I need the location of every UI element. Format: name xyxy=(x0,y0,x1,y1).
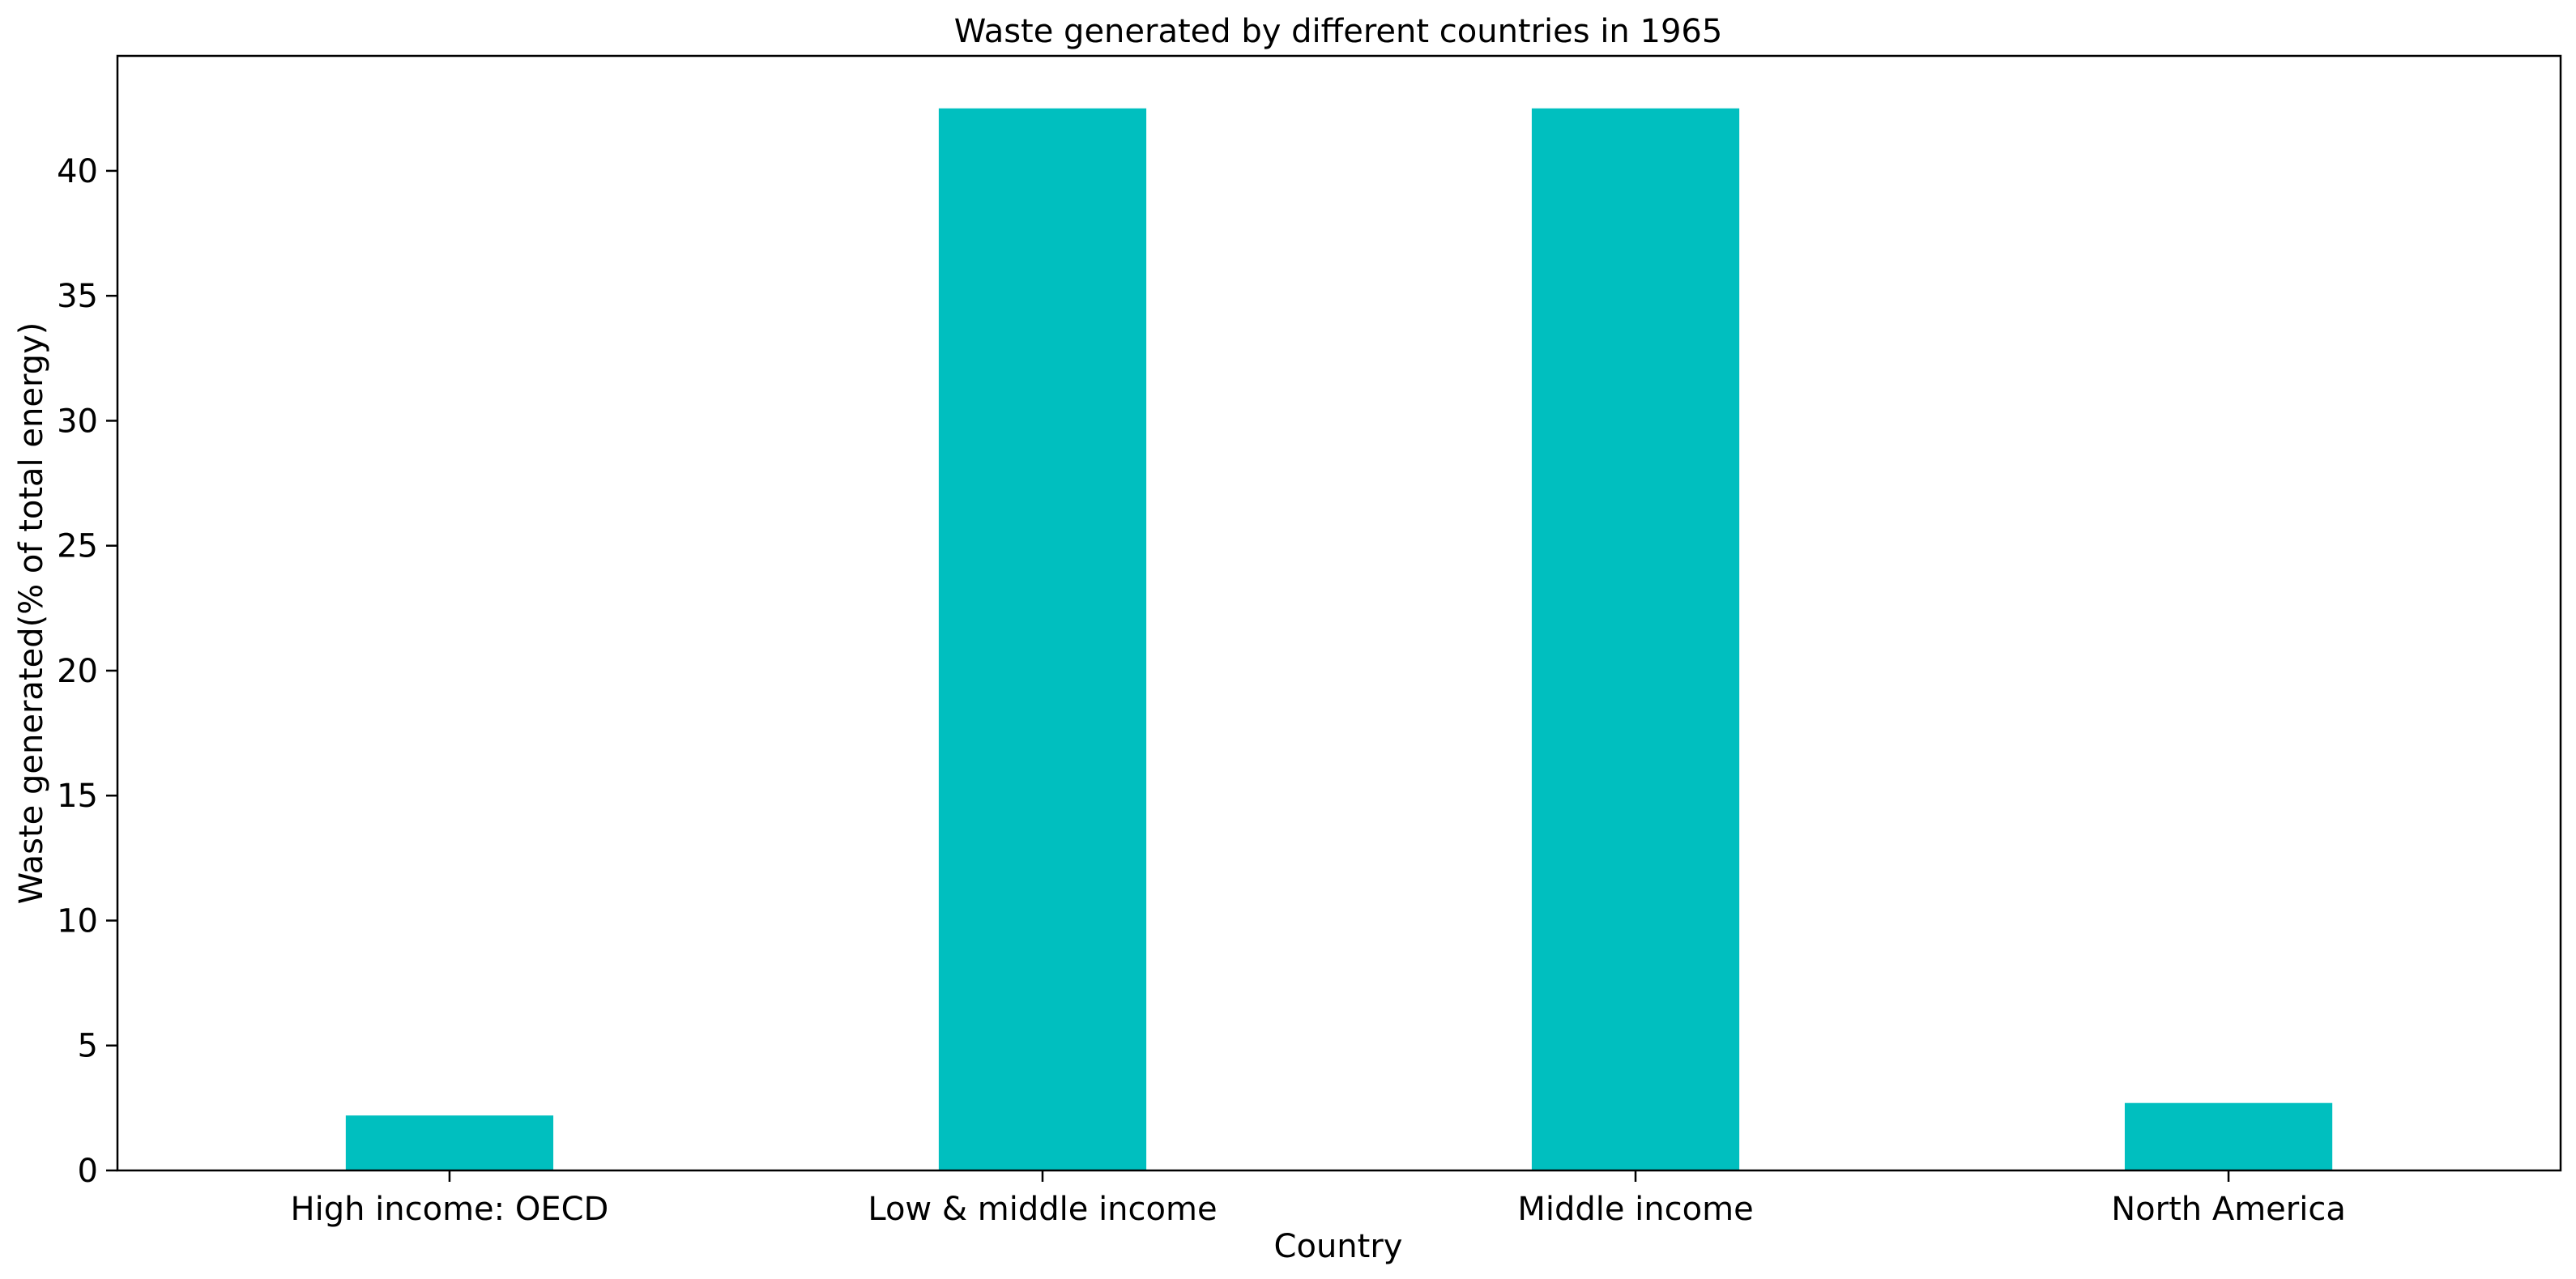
bar-1 xyxy=(938,108,1147,1171)
bars-group xyxy=(345,108,2333,1171)
x-axis-ticks: High income: OECD Low & middle income Midd… xyxy=(291,1170,2346,1228)
y-axis-ticks: 0 5 10 15 20 25 30 35 40 xyxy=(57,153,117,1190)
bar-2 xyxy=(1531,108,1740,1171)
x-tick-label-2: Middle income xyxy=(1517,1191,1753,1228)
y-tick-label-5: 25 xyxy=(57,528,98,565)
bar-0 xyxy=(345,1115,554,1170)
chart-title: Waste generated by different countries i… xyxy=(954,13,1723,50)
y-tick-label-1: 5 xyxy=(78,1028,98,1065)
y-tick-label-7: 35 xyxy=(57,278,98,315)
y-tick-label-3: 15 xyxy=(57,778,98,815)
y-tick-label-0: 0 xyxy=(78,1153,98,1190)
y-tick-label-4: 20 xyxy=(57,653,98,690)
y-tick-label-6: 30 xyxy=(57,403,98,440)
y-axis-label: Waste generated(% of total energy) xyxy=(13,322,50,905)
plot-area-frame xyxy=(116,54,2562,1172)
x-tick-label-0: High income: OECD xyxy=(291,1191,609,1228)
x-tick-label-3: North America xyxy=(2111,1191,2346,1228)
y-tick-label-2: 10 xyxy=(57,902,98,940)
x-axis-label: Country xyxy=(1274,1228,1403,1265)
bar-3 xyxy=(2124,1102,2333,1170)
x-tick-label-1: Low & middle income xyxy=(868,1191,1217,1228)
y-tick-label-8: 40 xyxy=(57,153,98,190)
